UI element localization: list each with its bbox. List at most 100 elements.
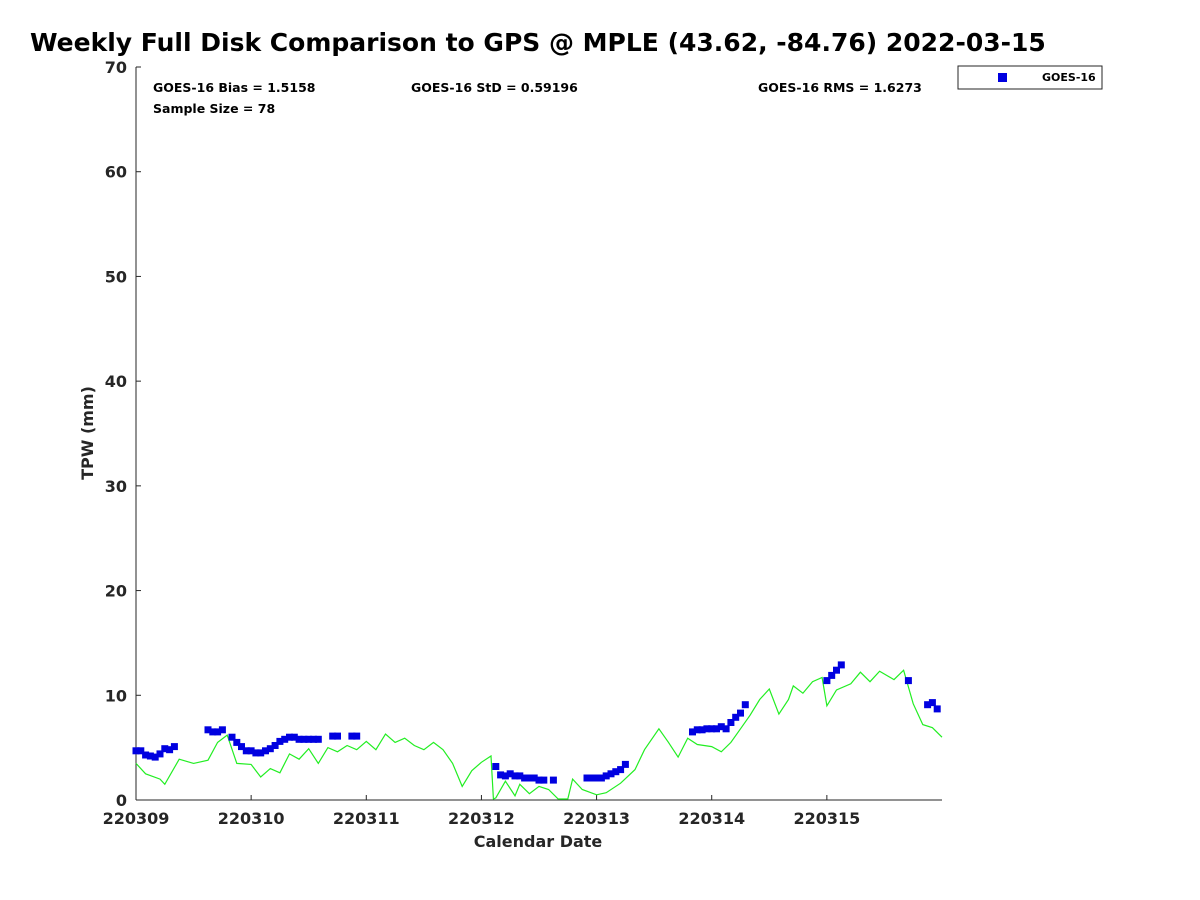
y-tick-label: 30 [105, 477, 127, 496]
goes16-point [741, 701, 749, 709]
axes: 0 10 20 30 40 50 60 70 220309 220310 220311 220312… [103, 58, 942, 828]
goes16-scatter-series [132, 661, 941, 784]
x-tick-label: 220310 [218, 809, 285, 828]
goes16-point [247, 747, 255, 755]
bias-stat: GOES-16 Bias = 1.5158 [153, 80, 315, 95]
goes16-point [837, 661, 845, 669]
goes16-point [933, 705, 941, 713]
goes16-point [924, 701, 932, 709]
goes16-point [286, 733, 293, 741]
stats-annotations: GOES-16 Bias = 1.5158 GOES-16 StD = 0.59… [153, 80, 922, 116]
goes16-point [612, 768, 620, 776]
y-tick-label: 50 [105, 267, 127, 286]
x-tick-label: 220315 [793, 809, 860, 828]
legend-label-goes16: GOES-16 [1042, 71, 1096, 84]
legend-box [957, 65, 1103, 90]
y-tick-label: 0 [116, 791, 127, 810]
goes16-point [511, 772, 519, 780]
goes16-point [689, 728, 696, 736]
goes16-point [132, 747, 140, 755]
goes16-point [521, 774, 529, 782]
goes16-point [329, 732, 337, 740]
goes16-point [353, 732, 361, 740]
goes16-point [238, 743, 245, 751]
goes16-point [257, 749, 265, 757]
goes16-point [170, 743, 178, 751]
goes16-point [242, 747, 250, 755]
goes16-point [597, 774, 605, 782]
goes16-point [348, 732, 356, 740]
goes16-point [300, 735, 308, 743]
goes16-point [713, 725, 720, 733]
goes16-point [525, 774, 533, 782]
y-tick-label: 10 [105, 686, 127, 705]
goes16-point [904, 677, 912, 685]
goes16-point [204, 726, 212, 734]
y-tick-label: 60 [105, 163, 127, 182]
goes16-point [588, 774, 596, 782]
x-tick-label: 220309 [103, 809, 170, 828]
goes16-point [314, 735, 322, 743]
goes16-point [540, 776, 548, 784]
goes16-point [233, 738, 241, 746]
goes16-point [727, 719, 735, 726]
x-tick-label: 220314 [678, 809, 745, 828]
goes16-point [156, 750, 164, 758]
goes16-point [218, 726, 226, 734]
goes16-point [166, 746, 174, 754]
chart-title: Weekly Full Disk Comparison to GPS @ MPL… [30, 28, 1046, 57]
goes16-point [290, 733, 298, 741]
goes16-point [708, 725, 716, 733]
goes16-point [506, 770, 514, 778]
goes16-point [828, 671, 836, 679]
goes16-point [151, 753, 159, 761]
goes16-point [276, 737, 284, 745]
goes16-point [617, 766, 625, 774]
goes16-point [583, 774, 591, 782]
x-tick-label: 220313 [563, 809, 630, 828]
y-axis-title: TPW (mm) [78, 386, 97, 480]
x-tick-label: 220312 [448, 809, 515, 828]
goes16-point [593, 774, 601, 782]
goes16-point [717, 723, 725, 731]
goes16-point [501, 772, 509, 780]
goes16-point [549, 776, 557, 784]
sample-size-stat: Sample Size = 78 [153, 101, 275, 116]
gps-tpw-line [135, 669, 943, 800]
std-stat: GOES-16 StD = 0.59196 [411, 80, 578, 95]
goes16-point [492, 763, 500, 770]
goes16-point [497, 771, 505, 779]
goes16-point [334, 732, 341, 740]
goes16-point [146, 752, 154, 760]
gps-line-series [135, 669, 943, 800]
y-tick-label: 40 [105, 372, 127, 391]
goes16-point [530, 774, 538, 782]
goes16-point [305, 735, 313, 743]
goes16-point [209, 728, 217, 736]
goes16-point [271, 742, 279, 749]
goes16-point [698, 726, 706, 734]
goes16-point [823, 677, 831, 685]
y-tick-label: 70 [105, 58, 127, 77]
y-tick-label: 20 [105, 582, 127, 601]
goes16-point [281, 735, 289, 743]
goes16-point [266, 745, 274, 753]
goes16-point [228, 733, 236, 741]
goes16-point [602, 772, 610, 780]
x-ticks: 220309 220310 220311 220312 220313 220314 2203… [103, 795, 860, 828]
y-ticks: 0 10 20 30 40 50 60 70 [105, 58, 141, 810]
goes16-point [161, 745, 169, 753]
goes16-point [535, 776, 543, 784]
goes16-point [833, 666, 840, 674]
goes16-point [928, 699, 936, 707]
goes16-point [621, 760, 629, 768]
goes16-point [252, 749, 260, 757]
goes16-point [693, 726, 701, 734]
goes16-point [142, 751, 150, 759]
goes16-point [310, 735, 317, 743]
goes16-point [703, 725, 711, 733]
goes16-point [732, 713, 740, 721]
goes16-point [722, 725, 730, 733]
goes16-point [262, 747, 269, 755]
